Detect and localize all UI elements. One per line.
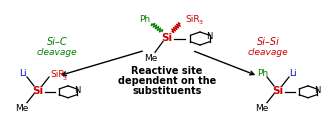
Text: 3: 3 bbox=[63, 75, 67, 80]
Text: Si–Si: Si–Si bbox=[257, 37, 279, 47]
Text: SiR: SiR bbox=[185, 15, 200, 24]
Text: Si: Si bbox=[272, 85, 284, 95]
Text: cleavage: cleavage bbox=[248, 47, 288, 56]
Text: SiR: SiR bbox=[50, 69, 65, 78]
Text: Li: Li bbox=[289, 68, 297, 77]
Text: dependent on the: dependent on the bbox=[118, 75, 216, 85]
Text: Si: Si bbox=[162, 32, 172, 42]
Text: Me: Me bbox=[255, 103, 269, 112]
Text: 3: 3 bbox=[199, 20, 203, 25]
Text: N: N bbox=[314, 85, 320, 94]
Text: Ph: Ph bbox=[258, 68, 268, 77]
Text: Reactive site: Reactive site bbox=[131, 66, 203, 75]
Text: cleavage: cleavage bbox=[37, 47, 77, 56]
Text: Si: Si bbox=[32, 85, 44, 95]
Text: Me: Me bbox=[15, 103, 29, 112]
Text: Si–C: Si–C bbox=[47, 37, 67, 47]
Text: Li: Li bbox=[19, 68, 27, 77]
Text: Ph: Ph bbox=[139, 15, 151, 24]
Text: Me: Me bbox=[144, 53, 158, 62]
Text: substituents: substituents bbox=[132, 85, 202, 95]
Text: N: N bbox=[74, 85, 80, 94]
Text: N: N bbox=[207, 32, 213, 41]
